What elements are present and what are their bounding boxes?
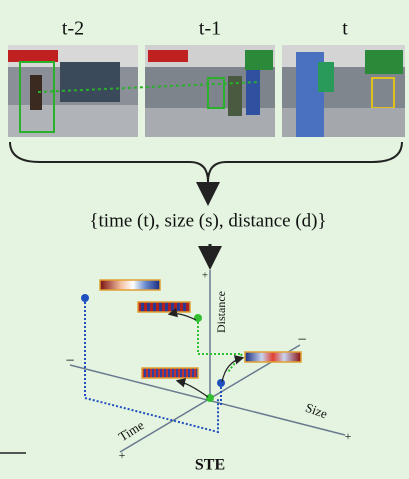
axis-sign: +: [119, 448, 126, 462]
diagram: t-2 t-1 t: [0, 0, 409, 479]
axis-sign: −: [65, 353, 74, 370]
axis-sign: +: [202, 270, 208, 282]
frame-label: t-1: [199, 18, 221, 40]
point: [217, 379, 225, 387]
title: STE: [195, 457, 225, 474]
point: [206, 394, 214, 402]
frame: [145, 45, 275, 137]
frame-label: t: [342, 18, 348, 40]
frame: [282, 45, 405, 137]
point: [81, 294, 89, 302]
axis-sign: +: [345, 429, 352, 443]
frame-label: t-2: [62, 18, 84, 40]
axis-label: Distance: [214, 291, 228, 333]
point: [194, 314, 202, 322]
axis-sign: −: [297, 332, 306, 349]
frames: [8, 45, 405, 137]
features: {time (t), size (s), distance (d)}: [89, 210, 326, 231]
frame: [8, 45, 138, 137]
